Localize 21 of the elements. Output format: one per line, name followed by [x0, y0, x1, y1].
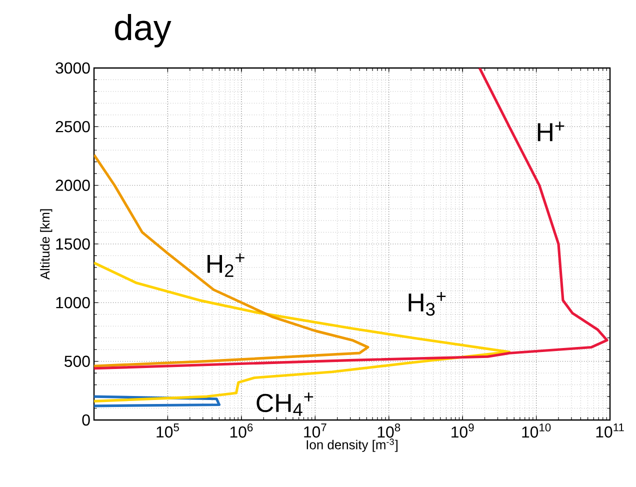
x-tick-label: 10$^{10}$: [522, 424, 551, 438]
y-axis-title: Altitude [km]: [40, 209, 52, 280]
series-label: H$^{+}$: [538, 122, 564, 142]
y-tick-label: 2000: [56, 180, 90, 191]
series-label: CH$_{4}$+: [256, 392, 314, 416]
series-label: H$_{3}$+: [408, 292, 446, 316]
series-label: H$_{2}$+: [208, 253, 244, 277]
y-tick-label: 0: [82, 414, 90, 426]
x-tick-label: 10$^{7}$: [304, 424, 326, 438]
x-tick-label: 10$^{6}$: [230, 424, 253, 438]
y-tick-label: 1000: [56, 297, 90, 308]
y-tick-label: 2500: [56, 121, 90, 132]
x-tick-label: 10$^{11}$: [596, 424, 624, 438]
x-tick-label: 10$^{9}$: [452, 424, 474, 438]
chart-title: day: [115, 14, 172, 48]
y-tick-label: 1500: [56, 238, 90, 250]
y-tick-label: 3000: [56, 62, 90, 74]
y-tick-label: 500: [64, 356, 90, 367]
x-tick-label: 10$^{5}$: [156, 424, 179, 438]
x-tick-label: 10$^{8}$: [378, 424, 400, 438]
x-axis-title: Ion density [m$^{-3}$]: [306, 438, 398, 452]
